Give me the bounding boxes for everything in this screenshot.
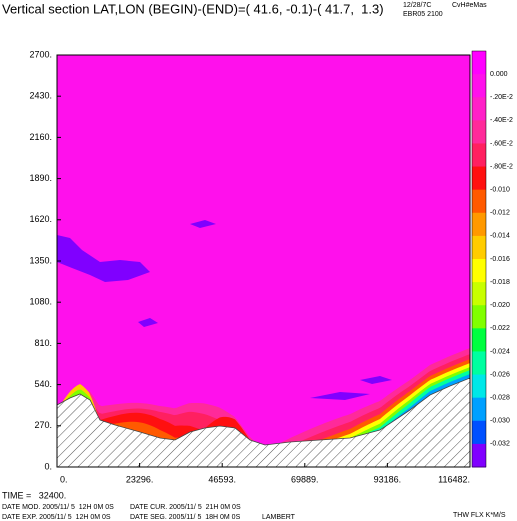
- y-tick-label: 0.: [44, 461, 52, 471]
- contour-region: [66, 389, 93, 409]
- y-tick-label: 1890.: [29, 173, 52, 183]
- colorbar-label: -0.028: [490, 395, 510, 402]
- footer-time: TIME = 32400.: [2, 490, 66, 500]
- footer-date-seg: DATE SEG. 2005/11/ 5 18H 0M 0S: [130, 514, 241, 521]
- colorbar-segment: [472, 374, 486, 399]
- colorbar-label: -.60E-2: [490, 140, 513, 147]
- plot-area: [57, 55, 470, 467]
- y-tick-label: 810.: [34, 338, 52, 348]
- header-date: 12/28/7C: [403, 2, 431, 9]
- contour-region: [57, 55, 470, 467]
- colorbar-label: -0.024: [490, 348, 510, 355]
- colorbar-segment: [472, 397, 486, 422]
- colorbar-segment: [472, 143, 486, 168]
- colorbar-segment: [472, 282, 486, 306]
- x-tick-label: 69889.: [291, 474, 319, 484]
- colorbar-label: -0.012: [490, 210, 510, 217]
- x-tick-label: 93186.: [374, 474, 402, 484]
- y-tick-label: 2430.: [29, 91, 52, 101]
- x-tick-label: 0.: [60, 474, 68, 484]
- colorbar-label: -0.032: [490, 441, 510, 448]
- x-tick-label: 23296.: [126, 474, 154, 484]
- colorbar-label: -0.010: [490, 187, 510, 194]
- colorbar-segment: [472, 351, 486, 376]
- header-run: EBR05 2100: [403, 11, 443, 18]
- colorbar-label: -0.022: [490, 325, 510, 332]
- footer-date-exp: DATE EXP. 2005/11/ 5 12H 0M 0S: [2, 514, 111, 521]
- colorbar-segment: [472, 120, 486, 144]
- y-tick-label: 270.: [34, 420, 52, 430]
- colorbar-label: -0.016: [490, 256, 510, 263]
- colorbar-segment: [472, 97, 486, 121]
- colorbar-segment: [472, 443, 486, 468]
- colorbar-label: -0.026: [490, 371, 510, 378]
- colorbar-label: 0.000: [490, 71, 508, 78]
- colorbar-label: -0.014: [490, 233, 510, 240]
- contour-region: [280, 348, 470, 447]
- y-tick-label: 2700.: [29, 49, 52, 59]
- colorbar-frame: [471, 50, 487, 468]
- y-tick-label: 540.: [34, 379, 52, 389]
- chart-title: Vertical section LAT,LON (BEGIN)-(END)=(…: [2, 1, 384, 16]
- terrain: [57, 377, 470, 467]
- contour-region: [310, 392, 370, 400]
- footer-field: THW FLX K*M/S: [453, 512, 506, 519]
- y-tick-label: 1620.: [29, 214, 52, 224]
- colorbar-segment: [472, 305, 486, 329]
- colorbar-segment: [472, 166, 486, 191]
- footer-date-cur: DATE CUR. 2005/11/ 5 21H 0M 0S: [130, 504, 241, 511]
- contour-region: [62, 384, 98, 419]
- footer-date-mod: DATE MOD. 2005/11/ 5 12H 0M 0S: [2, 504, 114, 511]
- footer-projection: LAMBERT: [262, 514, 296, 521]
- y-tick-label: 1350.: [29, 255, 52, 265]
- x-tick-label: 46593.: [208, 474, 236, 484]
- colorbar-segment: [472, 51, 486, 75]
- colorbar-label: -0.030: [490, 418, 510, 425]
- colorbar-label: -0.018: [490, 279, 510, 286]
- contour-region: [112, 421, 178, 443]
- contour-region: [360, 376, 392, 384]
- colorbar-label: -.80E-2: [490, 163, 513, 170]
- contour-region: [190, 220, 216, 228]
- colorbar-label: -0.020: [490, 302, 510, 309]
- colorbar-segment: [472, 235, 486, 260]
- y-tick-label: 2160.: [29, 132, 52, 142]
- colorbar-label: -.40E-2: [490, 117, 513, 124]
- colorbar-segment: [472, 328, 486, 352]
- colorbar-segment: [472, 189, 486, 214]
- colorbar-segment: [472, 74, 486, 98]
- y-tick-label: 1080.: [29, 297, 52, 307]
- colorbar-label: -.20E-2: [490, 94, 513, 101]
- colorbar-segment: [472, 259, 486, 283]
- colorbar-segment: [472, 420, 486, 445]
- contour-region: [138, 318, 158, 327]
- x-tick-label: 116482.: [438, 474, 470, 484]
- contour-region: [300, 354, 470, 445]
- colorbar-segment: [472, 212, 486, 237]
- header-user: CvH#eMas: [452, 2, 487, 9]
- contour-region: [57, 235, 150, 282]
